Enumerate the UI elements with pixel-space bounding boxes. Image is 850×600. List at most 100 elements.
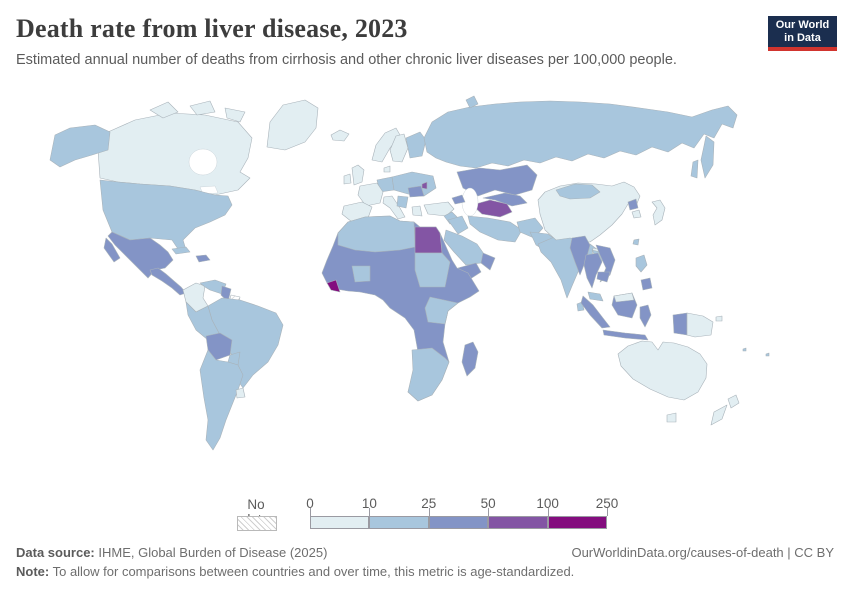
region-novaya-zemlya[interactable] — [465, 95, 479, 109]
legend-tickmark — [488, 508, 490, 516]
country-romania[interactable] — [407, 185, 425, 198]
footer-note-text: To allow for comparisons between countri… — [49, 564, 575, 579]
data-source-text: IHME, Global Burden of Disease (2025) — [94, 545, 328, 560]
country-greece[interactable] — [411, 205, 423, 217]
region-eastern-europe[interactable] — [391, 171, 437, 197]
owid-logo[interactable]: Our World in Data — [768, 16, 837, 51]
legend-tick-0: 0 — [306, 496, 314, 511]
country-iraq[interactable] — [447, 215, 469, 235]
country-new-zealand-south[interactable] — [710, 404, 728, 426]
legend-no-data-swatch[interactable] — [237, 516, 277, 531]
country-egypt[interactable] — [414, 226, 443, 254]
country-cuba[interactable] — [171, 246, 191, 255]
island-new-britain[interactable] — [715, 315, 723, 322]
country-uzbekistan-kyrgyzstan[interactable] — [482, 192, 528, 207]
country-thailand[interactable] — [583, 252, 603, 289]
country-ireland[interactable] — [343, 173, 352, 185]
country-denmark[interactable] — [383, 165, 391, 173]
country-australia-tasmania[interactable] — [666, 412, 677, 423]
country-indonesia-sulawesi[interactable] — [639, 304, 652, 328]
legend-tick-25: 25 — [421, 496, 437, 511]
country-alaska[interactable] — [49, 124, 111, 168]
legend-colorbar — [310, 516, 607, 529]
region-balkans[interactable] — [396, 195, 409, 209]
region-ghana-burkina[interactable] — [351, 265, 371, 283]
country-norway[interactable] — [371, 127, 401, 163]
region-north-africa[interactable] — [337, 215, 416, 253]
chart-footer: Data source: IHME, Global Burden of Dise… — [16, 545, 834, 579]
country-iceland[interactable] — [330, 129, 350, 142]
country-mexico[interactable] — [107, 231, 174, 279]
country-iran[interactable] — [467, 215, 523, 243]
data-source: Data source: IHME, Global Burden of Dise… — [16, 545, 327, 560]
country-papua-new-guinea[interactable] — [686, 312, 714, 338]
country-malaysia-borneo[interactable] — [613, 292, 635, 303]
region-sakhalin[interactable] — [690, 159, 699, 179]
footer-note: Note: To allow for comparisons between c… — [16, 564, 834, 579]
owid-attribution-link[interactable]: OurWorldinData.org/causes-of-death | CC … — [571, 545, 834, 560]
legend-bin-100-250[interactable] — [547, 516, 607, 529]
country-mexico-baja[interactable] — [103, 237, 121, 263]
country-france[interactable] — [357, 182, 384, 207]
country-mongolia[interactable] — [555, 183, 601, 200]
country-finland[interactable] — [405, 131, 427, 159]
legend-tickmark — [310, 508, 311, 516]
country-united-kingdom[interactable] — [351, 164, 365, 186]
country-argentina-chile[interactable] — [199, 349, 244, 451]
page-title: Death rate from liver disease, 2023 — [16, 14, 408, 43]
country-japan[interactable] — [651, 199, 666, 226]
country-myanmar[interactable] — [569, 235, 591, 276]
legend-tick-250: 250 — [595, 496, 619, 511]
legend-tick-100: 100 — [536, 496, 559, 511]
region-caucasus[interactable] — [451, 194, 466, 205]
country-cambodia[interactable] — [596, 271, 611, 283]
pacific-islands[interactable] — [742, 347, 770, 357]
country-russia[interactable] — [423, 100, 738, 169]
legend-tickmark — [369, 508, 371, 516]
country-moldova[interactable] — [421, 181, 428, 190]
country-south-korea[interactable] — [631, 209, 642, 219]
country-philippines-mindanao[interactable] — [640, 277, 653, 291]
country-indonesia-java[interactable] — [602, 329, 649, 341]
country-sierra-leone[interactable] — [326, 279, 341, 293]
footer-note-label: Note: — [16, 564, 50, 579]
country-madagascar[interactable] — [461, 341, 479, 377]
country-turkmenistan[interactable] — [471, 199, 513, 218]
country-new-zealand-north[interactable] — [727, 394, 740, 409]
country-australia[interactable] — [617, 340, 708, 401]
country-oman[interactable] — [480, 252, 496, 271]
country-greenland[interactable] — [266, 99, 319, 151]
legend-bin-0-10[interactable] — [310, 516, 370, 529]
owid-logo-line1: Our World — [775, 18, 830, 31]
country-italy[interactable] — [382, 195, 406, 220]
legend-bin-10-25[interactable] — [369, 516, 429, 529]
legend-tickmark — [547, 508, 549, 516]
legend-tick-50: 50 — [480, 496, 496, 511]
country-taiwan[interactable] — [632, 238, 640, 246]
page-subtitle: Estimated annual number of deaths from c… — [16, 52, 677, 68]
country-haiti-dominican[interactable] — [195, 254, 211, 263]
data-source-label: Data source: — [16, 545, 95, 560]
country-north-korea[interactable] — [627, 198, 639, 211]
region-kamchatka[interactable] — [700, 135, 715, 179]
region-central-america[interactable] — [149, 267, 187, 296]
country-indonesia-sumatra[interactable] — [580, 295, 611, 329]
country-indonesia-papua[interactable] — [672, 312, 688, 336]
country-malaysia[interactable] — [587, 291, 604, 302]
country-turkey[interactable] — [423, 201, 455, 217]
region-southern-africa[interactable] — [407, 347, 450, 402]
country-philippines-luzon[interactable] — [635, 254, 648, 273]
country-canada-arctic-islands[interactable] — [149, 100, 246, 123]
country-uruguay[interactable] — [235, 387, 246, 399]
owid-logo-line2: in Data — [784, 31, 821, 44]
country-sudan[interactable] — [414, 252, 451, 288]
legend-tickmark — [428, 508, 430, 516]
hudson-bay — [188, 148, 218, 176]
legend-tickmark — [607, 508, 608, 516]
region-kenya-tanzania[interactable] — [424, 296, 459, 325]
legend-tick-10: 10 — [361, 496, 377, 511]
legend-bin-25-50[interactable] — [428, 516, 489, 529]
legend-bin-50-100[interactable] — [488, 516, 548, 529]
